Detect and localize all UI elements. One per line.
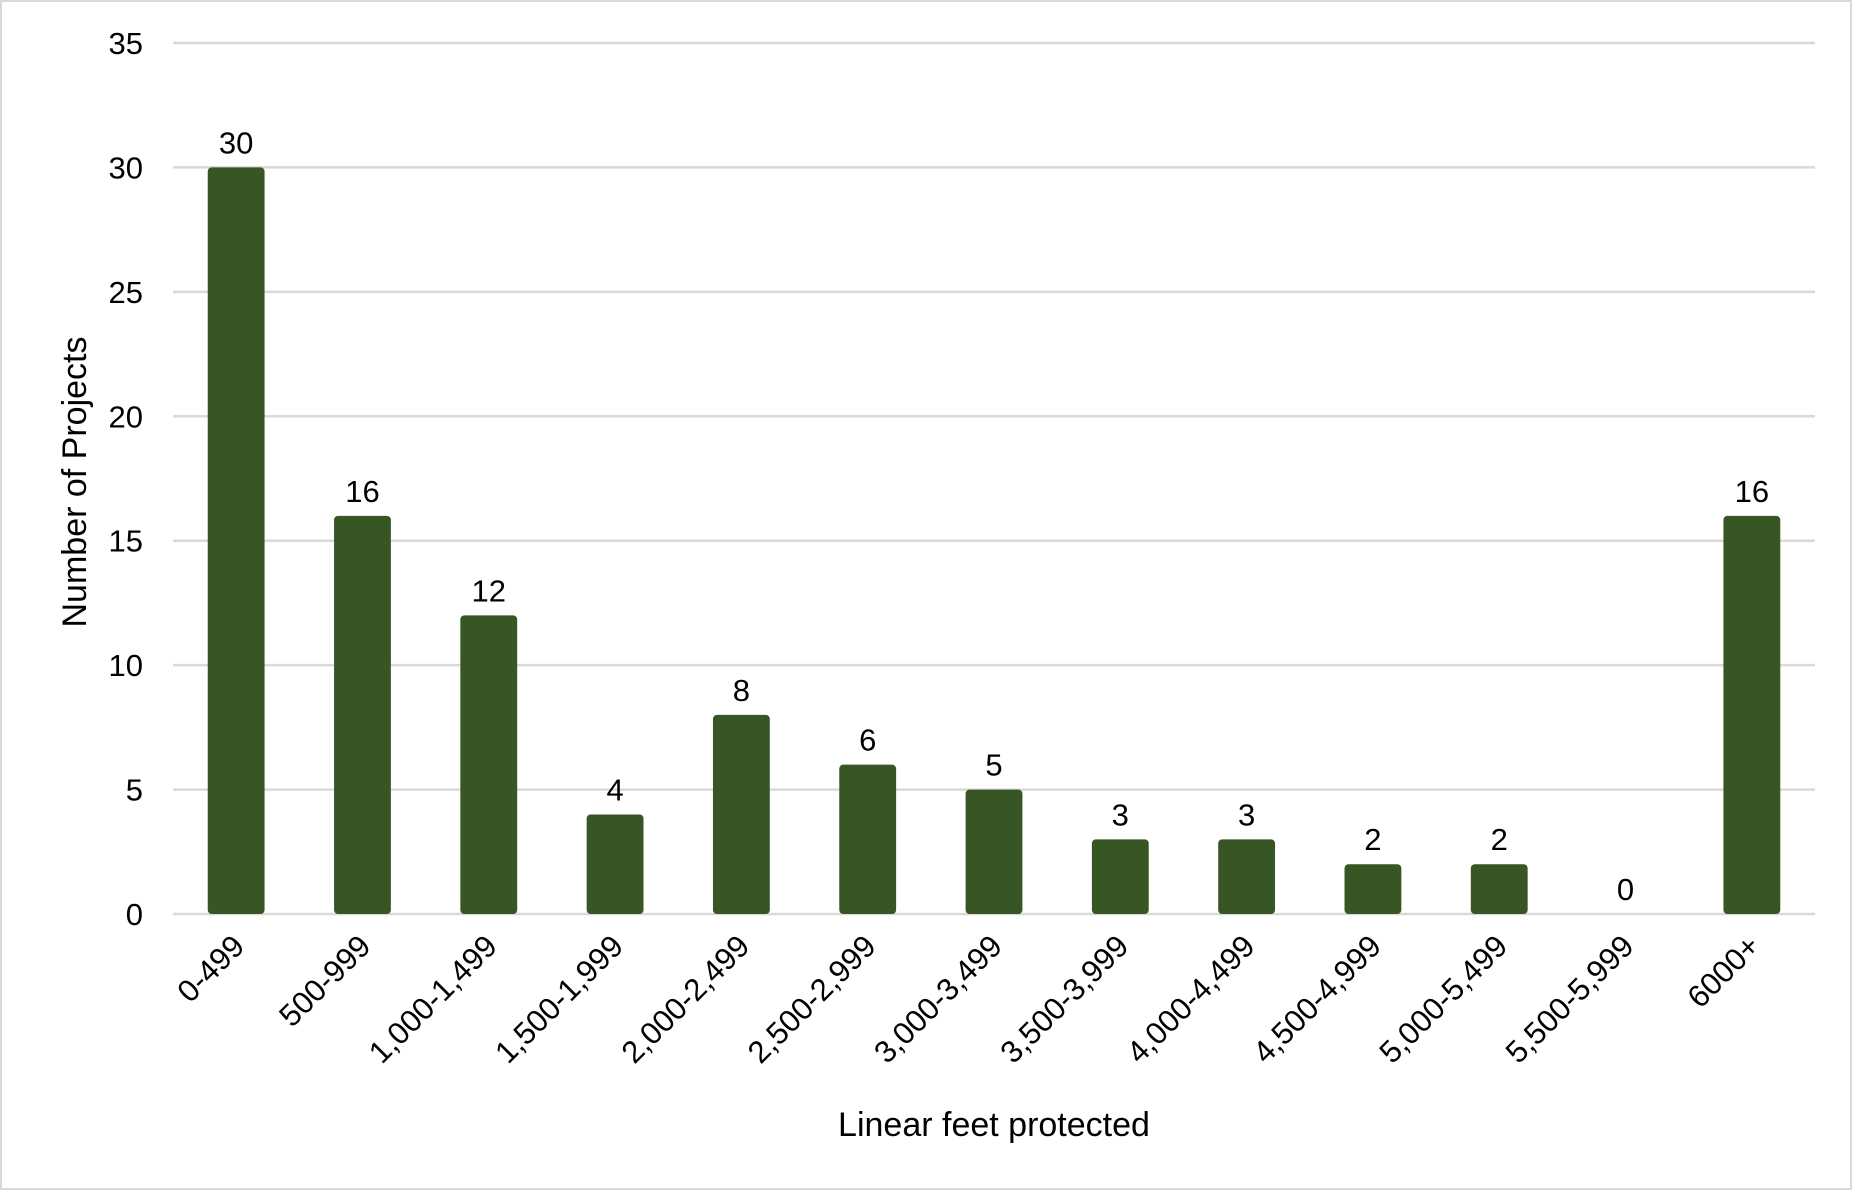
bar bbox=[1723, 515, 1781, 914]
bar bbox=[1470, 864, 1528, 914]
bar bbox=[586, 814, 644, 914]
bar bbox=[1091, 839, 1149, 914]
bar bbox=[1344, 864, 1402, 914]
x-tick-label: 4,000-4,499 bbox=[1120, 928, 1262, 1070]
data-label: 3 bbox=[1238, 797, 1255, 832]
x-tick-label: 5,500-5,999 bbox=[1499, 928, 1641, 1070]
bar bbox=[839, 764, 897, 914]
y-tick-label: 0 bbox=[126, 897, 143, 932]
x-tick-label: 4,500-4,999 bbox=[1246, 928, 1388, 1070]
data-label: 12 bbox=[472, 573, 506, 608]
data-label: 3 bbox=[1112, 797, 1129, 832]
x-tick-label: 5,000-5,499 bbox=[1372, 928, 1514, 1070]
x-tick-label: 1,500-1,999 bbox=[488, 928, 630, 1070]
data-label: 30 bbox=[219, 125, 253, 160]
gridlines bbox=[173, 41, 1815, 916]
bar bbox=[460, 615, 518, 914]
x-tick-label: 0-499 bbox=[170, 928, 251, 1009]
x-axis-title: Linear feet protected bbox=[838, 1106, 1150, 1144]
x-axis-ticks: 0-499 500-9991,000-1,4991,500-1,9992,000-… bbox=[170, 928, 1767, 1070]
data-label: 6 bbox=[859, 723, 876, 758]
y-tick-label: 35 bbox=[109, 26, 143, 61]
x-tick-label: 3,500-3,999 bbox=[993, 928, 1135, 1070]
data-label: 4 bbox=[606, 772, 623, 807]
data-label: 5 bbox=[985, 748, 1002, 783]
bar bbox=[207, 167, 265, 914]
y-axis-title: Number of Projects bbox=[56, 337, 94, 628]
bar bbox=[965, 789, 1023, 914]
y-tick-label: 30 bbox=[109, 150, 143, 185]
y-tick-label: 25 bbox=[109, 275, 143, 310]
bars bbox=[207, 167, 1781, 914]
y-tick-label: 15 bbox=[109, 524, 143, 559]
data-label: 16 bbox=[1735, 474, 1769, 509]
x-tick-label: 1,000-1,499 bbox=[362, 928, 504, 1070]
y-tick-label: 10 bbox=[109, 648, 143, 683]
y-axis-ticks: 0 5 10 15 20 25 30 35 bbox=[109, 26, 143, 932]
data-label: 2 bbox=[1364, 822, 1381, 857]
y-tick-label: 20 bbox=[109, 399, 143, 434]
bar bbox=[334, 515, 391, 914]
data-label: 8 bbox=[733, 673, 750, 708]
bar bbox=[712, 714, 770, 914]
x-tick-label: 3,000-3,499 bbox=[867, 928, 1009, 1070]
data-label: 0 bbox=[1617, 872, 1634, 907]
x-tick-label: 6000+ bbox=[1680, 928, 1766, 1014]
x-tick-label: 500-999 bbox=[272, 928, 377, 1033]
data-label: 2 bbox=[1491, 822, 1508, 857]
data-labels: 30 16 12 4 8 6 5 3 3 2 2 0 16 bbox=[219, 125, 1769, 907]
y-tick-label: 5 bbox=[126, 773, 143, 808]
data-label: 16 bbox=[345, 474, 379, 509]
x-tick-label: 2,500-2,999 bbox=[741, 928, 883, 1070]
x-tick-label: 2,000-2,499 bbox=[615, 928, 757, 1070]
bar bbox=[1218, 839, 1276, 914]
